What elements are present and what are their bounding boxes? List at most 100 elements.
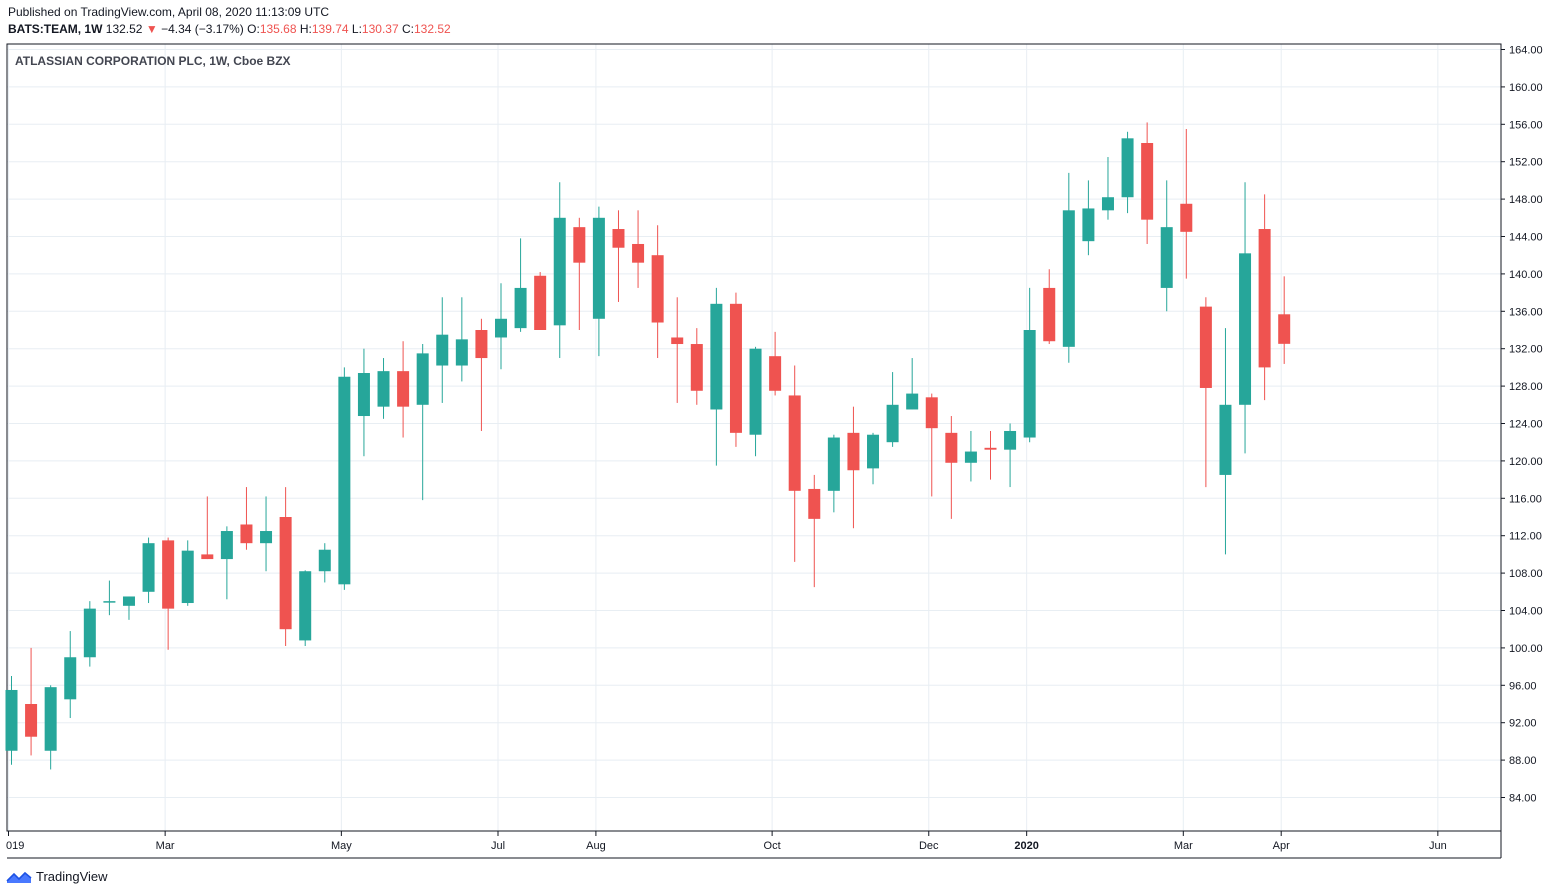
candle[interactable] <box>338 367 351 590</box>
candle[interactable] <box>1258 194 1271 401</box>
candle[interactable] <box>788 365 801 562</box>
candle[interactable] <box>1004 423 1017 488</box>
candle[interactable] <box>1062 172 1075 363</box>
candle[interactable] <box>1043 269 1056 345</box>
candle[interactable] <box>690 328 703 405</box>
candle[interactable] <box>357 348 370 457</box>
candle[interactable] <box>964 430 977 482</box>
candle[interactable] <box>632 210 645 288</box>
candle[interactable] <box>436 297 449 403</box>
candlestick-chart[interactable]: ATLASSIAN CORPORATION PLC, 1W, Cboe BZX … <box>0 0 1560 868</box>
y-tick-label: 160.00 <box>1509 82 1543 94</box>
candle[interactable] <box>1023 287 1036 443</box>
candle[interactable] <box>181 540 194 606</box>
candle-body <box>1043 287 1056 342</box>
candle[interactable] <box>827 434 840 513</box>
chart-grid <box>7 44 1501 831</box>
candle[interactable] <box>377 358 390 419</box>
candle[interactable] <box>1219 328 1232 555</box>
candle-body <box>162 540 175 609</box>
candle-body <box>357 373 370 417</box>
candle[interactable] <box>397 341 410 438</box>
candle[interactable] <box>847 406 860 529</box>
candle-body <box>1141 143 1154 220</box>
candle[interactable] <box>64 631 77 719</box>
candle-body <box>25 704 38 737</box>
candle[interactable] <box>1160 180 1173 312</box>
candle[interactable] <box>886 372 899 447</box>
candle[interactable] <box>260 496 273 572</box>
published-caption: Published on TradingView.com, April 08, … <box>8 5 330 19</box>
candle-body <box>612 229 625 248</box>
y-tick-label: 116.00 <box>1509 493 1542 505</box>
candle[interactable] <box>573 217 586 330</box>
candle[interactable] <box>769 331 782 396</box>
candle-body <box>690 344 703 391</box>
candle[interactable] <box>729 292 742 447</box>
candle[interactable] <box>984 430 997 480</box>
candle[interactable] <box>808 474 821 588</box>
price-axis: 164.00 160.00 156.00 152.00 148.00 144.00 140.… <box>1501 45 1543 805</box>
candle-body <box>573 227 586 263</box>
candle-body <box>808 488 821 519</box>
footer-branding[interactable]: TradingView <box>6 869 108 884</box>
candle[interactable] <box>5 675 18 765</box>
candle[interactable] <box>142 537 155 604</box>
candle-body <box>475 330 488 359</box>
x-tick-label: Mar <box>156 840 175 852</box>
candle[interactable] <box>240 487 253 550</box>
y-tick-label: 104.00 <box>1509 606 1543 618</box>
candle[interactable] <box>416 344 429 501</box>
x-tick-label: 2020 <box>1014 840 1038 852</box>
candle[interactable] <box>1180 128 1193 279</box>
candle-body <box>1121 138 1134 198</box>
candle-body <box>5 689 18 751</box>
y-tick-label: 124.00 <box>1509 419 1543 431</box>
candle[interactable] <box>1141 122 1154 244</box>
candle[interactable] <box>925 393 938 497</box>
open-label: O: <box>247 22 260 36</box>
candle-body <box>455 339 468 366</box>
candle[interactable] <box>592 206 605 357</box>
candle-body <box>749 348 762 435</box>
candle[interactable] <box>318 543 331 583</box>
candle-body <box>181 550 194 604</box>
candle[interactable] <box>25 647 38 756</box>
candle[interactable] <box>1101 157 1114 220</box>
candle[interactable] <box>1278 276 1291 364</box>
candle[interactable] <box>299 570 312 647</box>
candle[interactable] <box>44 685 57 770</box>
candle[interactable] <box>1239 182 1252 454</box>
candle[interactable] <box>710 287 723 466</box>
y-tick-label: 144.00 <box>1509 232 1543 244</box>
candle[interactable] <box>553 182 566 359</box>
candle[interactable] <box>220 526 233 600</box>
x-tick-label: Jul <box>491 840 505 852</box>
candle[interactable] <box>651 225 664 359</box>
y-tick-label: 164.00 <box>1509 45 1543 57</box>
candle[interactable] <box>495 283 507 370</box>
candle[interactable] <box>201 496 214 560</box>
candle[interactable] <box>122 596 135 620</box>
candle[interactable] <box>671 297 684 403</box>
candle[interactable] <box>1082 180 1095 256</box>
candle-body <box>44 687 57 751</box>
candle-body <box>651 255 664 323</box>
candle[interactable] <box>162 537 175 650</box>
candle[interactable] <box>867 432 880 485</box>
candle[interactable] <box>1199 297 1212 488</box>
x-tick-label: Oct <box>764 840 781 852</box>
candle[interactable] <box>455 297 468 382</box>
candle[interactable] <box>945 416 958 519</box>
ohlc-status-line: BATS:TEAM, 1W 132.52 ▼ −4.34 (−3.17%) O:… <box>8 22 451 36</box>
candle[interactable] <box>1121 131 1134 214</box>
candle[interactable] <box>534 272 547 330</box>
candle[interactable] <box>83 601 96 667</box>
candle[interactable] <box>906 358 919 410</box>
candle[interactable] <box>749 346 762 457</box>
candle[interactable] <box>279 487 292 647</box>
candle[interactable] <box>475 318 488 431</box>
candle[interactable] <box>103 580 116 616</box>
candle[interactable] <box>514 238 527 332</box>
candle[interactable] <box>612 210 625 302</box>
